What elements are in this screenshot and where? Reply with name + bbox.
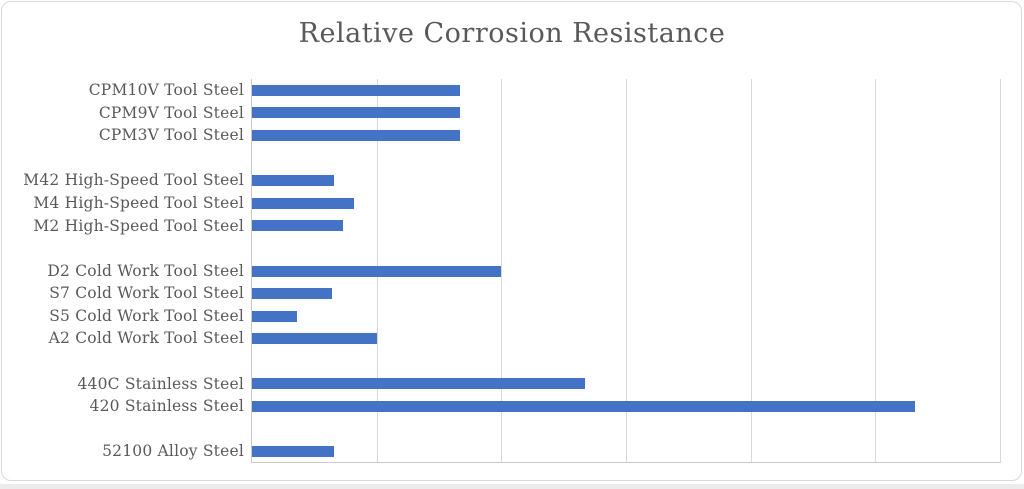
gridline (501, 79, 503, 463)
category-label: M4 High-Speed Tool Steel (33, 193, 244, 212)
category-label: CPM9V Tool Steel (98, 103, 244, 122)
category-label: S5 Cold Work Tool Steel (49, 306, 244, 325)
category-label: D2 Cold Work Tool Steel (47, 261, 244, 280)
category-label: A2 Cold Work Tool Steel (48, 329, 244, 348)
bar-s5-cold-work-tool-steel (252, 310, 297, 322)
bar-cpm9v-tool-steel (252, 107, 461, 119)
gridline (875, 79, 877, 463)
category-label: S7 Cold Work Tool Steel (49, 284, 244, 303)
bar-52100-alloy-steel (252, 446, 335, 458)
bar-440c-stainless-steel (252, 378, 585, 390)
value-axis-line (251, 462, 1000, 463)
category-label: M2 High-Speed Tool Steel (33, 216, 244, 235)
bar-a2-cold-work-tool-steel (252, 333, 377, 345)
bar-cpm3v-tool-steel (252, 129, 461, 141)
gridline (750, 79, 752, 463)
gridline (1000, 79, 1001, 463)
category-label: CPM3V Tool Steel (98, 126, 244, 145)
category-axis-line (251, 79, 252, 463)
bar-d2-cold-work-tool-steel (252, 265, 502, 277)
category-label: CPM10V Tool Steel (88, 81, 244, 99)
bar-m42-high-speed-tool-steel (252, 175, 335, 187)
background-strip (0, 484, 1024, 489)
chart-title: Relative Corrosion Resistance (298, 18, 726, 49)
bar-420-stainless-steel (252, 401, 916, 413)
category-label: M42 High-Speed Tool Steel (23, 171, 244, 190)
category-label: 440C Stainless Steel (77, 374, 244, 393)
category-label: 420 Stainless Steel (89, 397, 244, 416)
gridline (626, 79, 627, 463)
category-label: 52100 Alloy Steel (102, 442, 244, 461)
bar-cpm10v-tool-steel (252, 84, 461, 96)
bar-m4-high-speed-tool-steel (252, 197, 355, 209)
bar-m2-high-speed-tool-steel (252, 220, 343, 232)
bar-s7-cold-work-tool-steel (252, 288, 332, 300)
